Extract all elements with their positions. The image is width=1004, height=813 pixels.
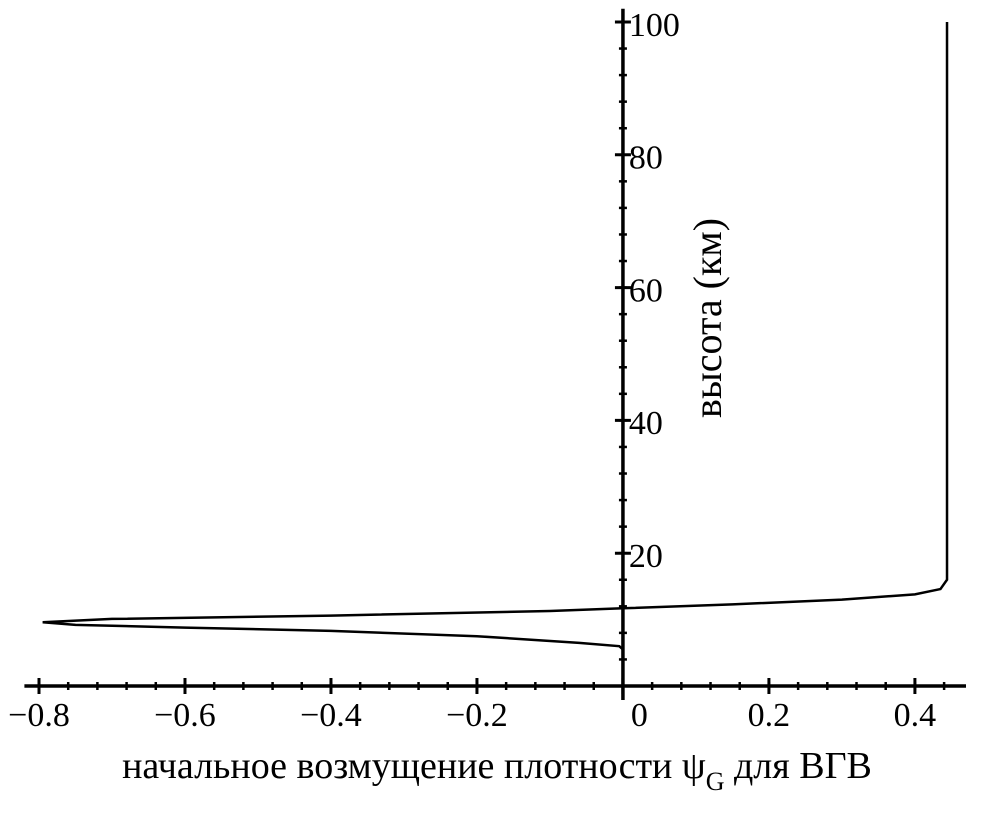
data-line [42, 21, 949, 651]
y-axis-label: высота (км) [685, 218, 730, 418]
x-label-subscript: G [706, 767, 725, 796]
y-tick-label: 20 [629, 538, 663, 575]
x-tick-label: 0.2 [748, 697, 791, 734]
y-tick-label: 40 [629, 405, 663, 442]
y-tick-label: 100 [629, 7, 680, 44]
x-axis-label: начальное возмущение плотности ψG для ВГ… [122, 745, 872, 796]
y-tick-label: 80 [629, 140, 663, 177]
x-tick-label: 0 [631, 697, 648, 734]
x-label-tail: для ВГВ [724, 745, 871, 787]
x-label-main: начальное возмущение плотности ψ [122, 745, 706, 787]
x-tick-label: −0.6 [154, 697, 216, 734]
x-tick-label: 0.4 [894, 697, 937, 734]
x-tick-label: −0.8 [8, 697, 70, 734]
x-tick-label: −0.4 [300, 697, 362, 734]
x-tick-label: −0.2 [446, 697, 508, 734]
y-tick-label: 60 [629, 272, 663, 309]
